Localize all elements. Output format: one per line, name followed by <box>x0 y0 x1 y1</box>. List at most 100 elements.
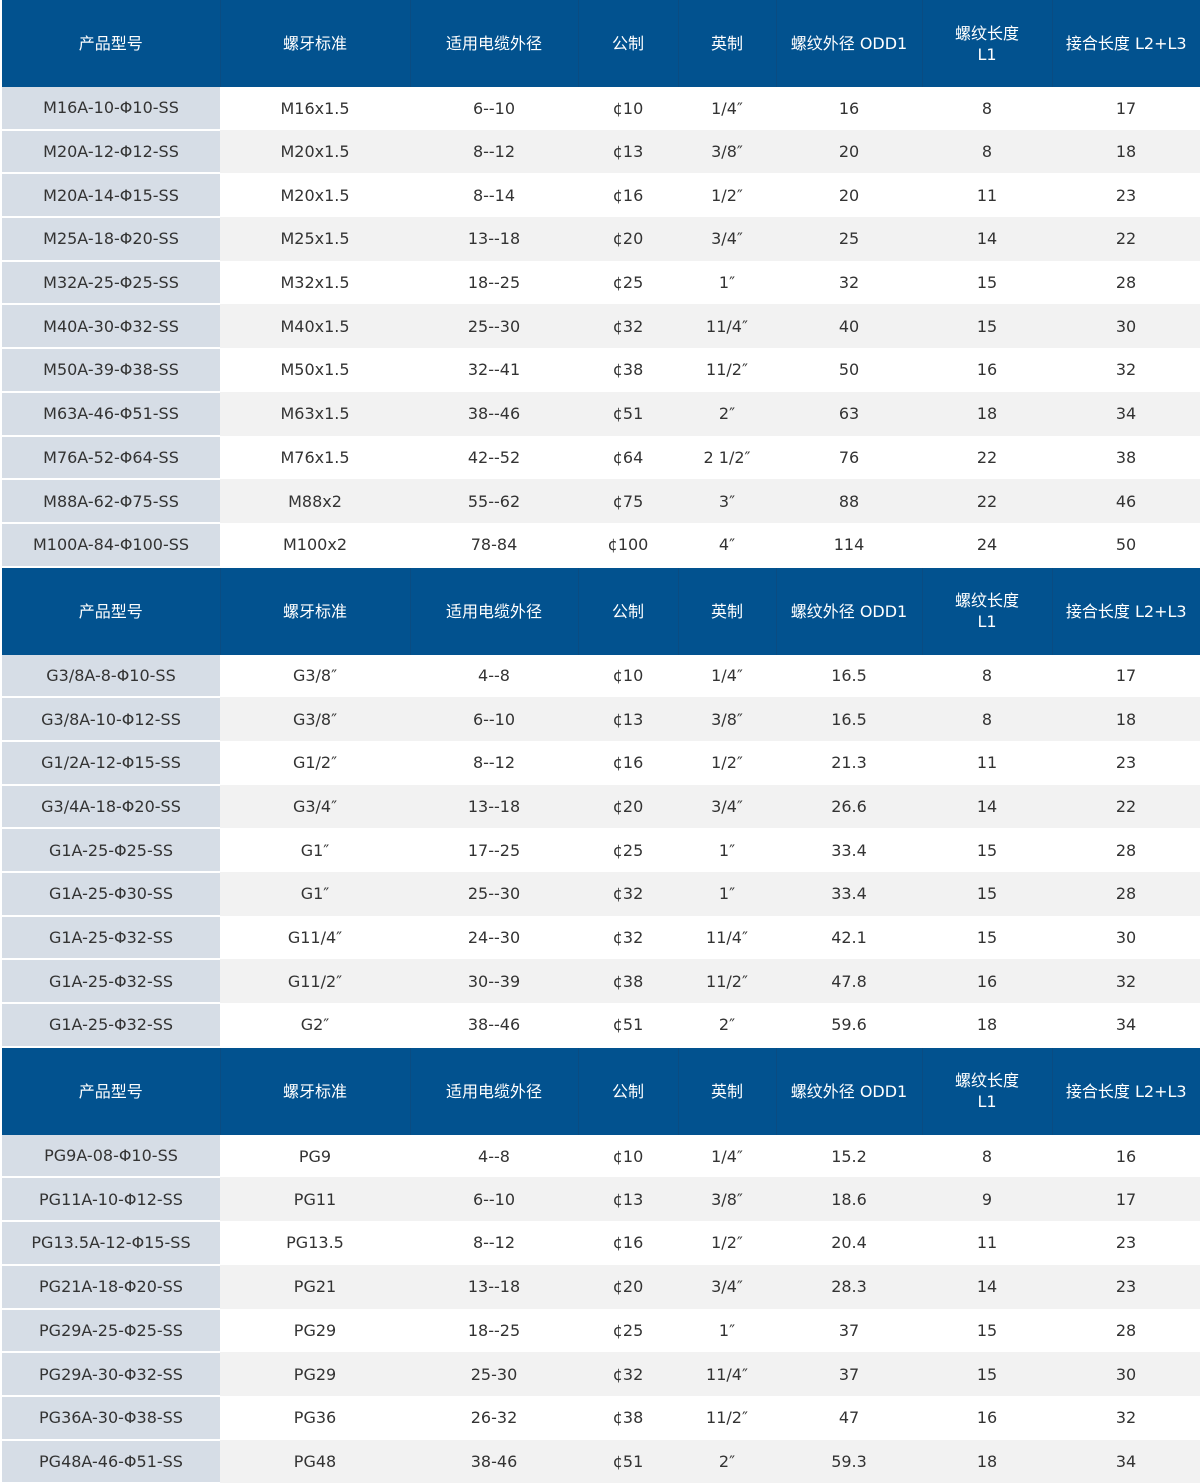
cell-thread-standard: PG29 <box>220 1352 410 1396</box>
cell-metric: ¢38 <box>578 1395 678 1440</box>
cell-cable-diameter: 25-30 <box>410 1352 578 1396</box>
cell-imperial: 1/2″ <box>678 740 776 785</box>
cell-thread-length: 8 <box>922 654 1052 698</box>
cell-thread-standard: G11/4″ <box>220 915 410 960</box>
header-cable-diameter: 适用电缆外径 <box>410 0 579 87</box>
table-row: M40A-30-Φ32-SS M40x1.5 25--30 ¢32 11/4″ 40 15 3… <box>2 304 1200 350</box>
header-imperial: 英制 <box>678 0 777 87</box>
cell-thread-standard: G1″ <box>220 872 410 916</box>
cell-thread-standard: G2″ <box>220 1003 410 1047</box>
header-model: 产品型号 <box>2 567 221 655</box>
cell-thread-od: 37 <box>776 1352 922 1396</box>
cell-engagement-length: 22 <box>1052 784 1200 829</box>
cell-thread-standard: PG11 <box>220 1177 410 1222</box>
cell-engagement-length: 32 <box>1052 1395 1200 1440</box>
cell-engagement-length: 30 <box>1052 1352 1200 1396</box>
cell-thread-od: 33.4 <box>776 872 922 916</box>
cell-cable-diameter: 8--12 <box>410 740 578 785</box>
cell-engagement-length: 16 <box>1052 1134 1200 1178</box>
cell-thread-od: 20 <box>776 129 922 174</box>
cell-thread-standard: G3/8″ <box>220 697 410 741</box>
cell-metric: ¢20 <box>578 217 678 261</box>
cell-engagement-length: 30 <box>1052 304 1200 349</box>
table-row: G1A-25-Φ32-SS G11/4″ 24--30 ¢32 11/4″ 42.1 15 3… <box>2 915 1200 961</box>
cell-thread-standard: PG21 <box>220 1264 410 1309</box>
header-cable-diameter: 适用电缆外径 <box>410 1047 579 1135</box>
cell-thread-standard: M20x1.5 <box>220 129 410 174</box>
cell-model: G3/8A-10-Φ12-SS <box>2 697 220 742</box>
table-row: PG11A-10-Φ12-SS PG11 6--10 ¢13 3/8″ 18.6 9 17 <box>2 1177 1200 1223</box>
cell-imperial: 11/4″ <box>678 304 776 349</box>
cell-thread-standard: PG9 <box>220 1134 410 1178</box>
cell-thread-od: 16.5 <box>776 654 922 698</box>
cell-model: PG36A-30-Φ38-SS <box>2 1395 220 1441</box>
table-row: M63A-46-Φ51-SS M63x1.5 38--46 ¢51 2″ 63 18 34 <box>2 391 1200 437</box>
cell-engagement-length: 17 <box>1052 654 1200 698</box>
cell-cable-diameter: 8--14 <box>410 173 578 218</box>
cell-thread-standard: G3/8″ <box>220 654 410 698</box>
cell-thread-length: 11 <box>922 740 1052 785</box>
cell-engagement-length: 34 <box>1052 391 1200 436</box>
cell-cable-diameter: 25--30 <box>410 872 578 916</box>
header-model: 产品型号 <box>2 0 221 87</box>
cell-thread-standard: G1″ <box>220 828 410 872</box>
cell-thread-length: 8 <box>922 87 1052 130</box>
cell-cable-diameter: 38-46 <box>410 1439 578 1484</box>
cell-thread-standard: M25x1.5 <box>220 217 410 261</box>
cell-metric: ¢25 <box>578 260 678 305</box>
cell-imperial: 1″ <box>678 872 776 916</box>
cell-thread-od: 32 <box>776 260 922 305</box>
cell-thread-length: 22 <box>922 435 1052 480</box>
cell-model: M88A-62-Φ75-SS <box>2 479 220 524</box>
cell-engagement-length: 30 <box>1052 915 1200 960</box>
cell-metric: ¢32 <box>578 1352 678 1396</box>
table-row: PG21A-18-Φ20-SS PG21 13--18 ¢20 3/4″ 28.3 14 23 <box>2 1264 1200 1310</box>
cell-thread-od: 16.5 <box>776 697 922 741</box>
cell-model: M32A-25-Φ25-SS <box>2 260 220 306</box>
cell-metric: ¢16 <box>578 173 678 218</box>
header-thread-od: 螺纹外径 ODD1 <box>776 567 923 655</box>
table-row: PG29A-25-Φ25-SS PG29 18--25 ¢25 1″ 37 15 28 <box>2 1308 1200 1354</box>
cell-engagement-length: 32 <box>1052 959 1200 1004</box>
cell-cable-diameter: 13--18 <box>410 217 578 261</box>
cell-thread-od: 47.8 <box>776 959 922 1004</box>
header-thread-standard: 螺牙标准 <box>220 0 411 87</box>
cell-metric: ¢20 <box>578 784 678 829</box>
table-row: PG13.5A-12-Φ15-SS PG13.5 8--12 ¢16 1/2″ 20.4 1… <box>2 1221 1200 1266</box>
cell-thread-standard: M20x1.5 <box>220 173 410 218</box>
cell-metric: ¢100 <box>578 522 678 567</box>
header-metric: 公制 <box>578 567 679 655</box>
cell-imperial: 1″ <box>678 260 776 305</box>
cell-thread-od: 50 <box>776 348 922 392</box>
cell-engagement-length: 32 <box>1052 348 1200 392</box>
cell-model: M40A-30-Φ32-SS <box>2 304 220 350</box>
table-row: PG29A-30-Φ32-SS PG29 25-30 ¢32 11/4″ 37 15 30 <box>2 1352 1200 1397</box>
cell-metric: ¢38 <box>578 348 678 392</box>
cell-thread-standard: M32x1.5 <box>220 260 410 305</box>
header-thread-standard: 螺牙标准 <box>220 1047 411 1135</box>
cell-cable-diameter: 18--25 <box>410 260 578 305</box>
table-row: M76A-52-Φ64-SS M76x1.5 42--52 ¢64 2 1/2″ 76 22… <box>2 435 1200 481</box>
cell-thread-length: 8 <box>922 129 1052 174</box>
cell-model: PG21A-18-Φ20-SS <box>2 1264 220 1310</box>
cell-metric: ¢13 <box>578 697 678 741</box>
cell-model: PG29A-30-Φ32-SS <box>2 1352 220 1397</box>
cell-thread-length: 15 <box>922 828 1052 872</box>
cell-thread-length: 14 <box>922 1264 1052 1309</box>
header-thread-standard: 螺牙标准 <box>220 567 411 655</box>
cell-thread-length: 14 <box>922 217 1052 261</box>
table-row: M88A-62-Φ75-SS M88x2 55--62 ¢75 3″ 88 22 46 <box>2 479 1200 524</box>
cell-thread-od: 16 <box>776 87 922 130</box>
cell-thread-od: 63 <box>776 391 922 436</box>
cell-metric: ¢25 <box>578 828 678 872</box>
cell-model: PG13.5A-12-Φ15-SS <box>2 1221 220 1266</box>
cell-thread-standard: PG36 <box>220 1395 410 1440</box>
cell-imperial: 3/8″ <box>678 697 776 741</box>
cell-imperial: 4″ <box>678 522 776 567</box>
cell-model: M16A-10-Φ10-SS <box>2 87 220 131</box>
cell-metric: ¢51 <box>578 1439 678 1484</box>
cell-thread-standard: M16x1.5 <box>220 87 410 130</box>
cell-thread-od: 33.4 <box>776 828 922 872</box>
spec-table: 产品型号 螺牙标准 适用电缆外径 公制 英制 螺纹外径 ODD1 螺纹长度 L1 接合长度 L… <box>2 0 1200 568</box>
